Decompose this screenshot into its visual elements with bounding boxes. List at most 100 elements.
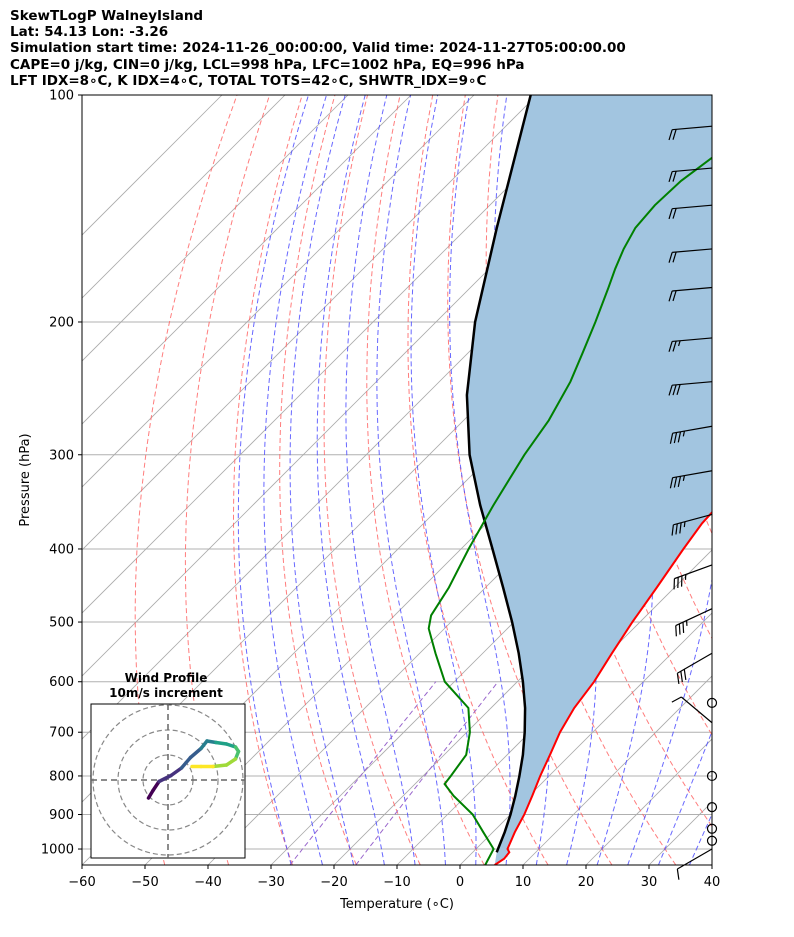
isotherm-line <box>333 486 712 865</box>
hodograph-segment <box>151 779 161 793</box>
wind-barb <box>669 425 713 444</box>
wind-barb <box>706 835 718 846</box>
x-tick-label: −30 <box>257 875 284 890</box>
mixing-ratio-line <box>355 681 499 865</box>
calm-wind-circle <box>706 770 718 782</box>
plot-area <box>82 95 794 865</box>
temperature-line <box>494 510 712 865</box>
wind-barb <box>668 125 713 141</box>
x-tick-label: 0 <box>456 875 464 890</box>
y-tick-label: 300 <box>49 448 74 463</box>
wind-barb <box>671 513 713 536</box>
calm-wind-circle <box>706 835 718 846</box>
dry-adiabat-line <box>279 95 357 865</box>
y-tick-label: 1000 <box>41 843 74 858</box>
x-tick-label: −10 <box>383 875 410 890</box>
y-axis-label: Pressure (hPa) <box>18 433 33 526</box>
hodograph-segment <box>214 740 229 746</box>
calm-wind-circle <box>706 697 718 708</box>
mixing-ratio-line <box>289 681 437 865</box>
wind-barb <box>668 286 713 302</box>
dry-adiabat-line <box>759 95 794 865</box>
hodograph-segment <box>169 766 184 778</box>
cin-cape-shading <box>466 95 712 865</box>
x-tick-label: 40 <box>704 875 721 890</box>
moist-adiabat-line <box>376 95 446 865</box>
parcel-profile-line <box>465 95 532 853</box>
isotherm-line <box>459 612 712 865</box>
moist-adiabat-line <box>237 95 309 865</box>
y-tick-label: 900 <box>49 808 74 823</box>
isotherm-line <box>82 95 223 236</box>
wind-barb <box>668 204 713 220</box>
wind-barb <box>706 823 718 834</box>
moist-adiabat-line <box>658 730 712 865</box>
wind-barb <box>668 167 713 183</box>
isotherm-line <box>522 675 712 865</box>
moist-adiabat-line <box>345 95 416 865</box>
wind-barb <box>668 381 713 396</box>
calm-wind-circle <box>706 823 718 834</box>
isotherm-line <box>82 95 349 362</box>
dry-adiabat-line <box>447 95 613 865</box>
wind-barb <box>671 696 713 724</box>
dry-adiabat-line <box>184 95 271 865</box>
isotherm-line <box>82 95 412 425</box>
moist-adiabat-line <box>316 95 385 865</box>
dry-adiabat-line <box>323 95 421 865</box>
y-tick-label: 100 <box>49 89 74 104</box>
hodograph-subtitle: 10m/s increment <box>109 686 223 700</box>
wind-barb <box>668 337 713 352</box>
wind-barb <box>706 770 718 782</box>
x-tick-label: 20 <box>578 875 595 890</box>
isotherm-line <box>82 95 286 299</box>
cape-label: CAPE=0 j/kg, CIN=0 j/kg, LCL=998 hPa, LF… <box>10 56 525 73</box>
hodograph-segment <box>179 755 193 770</box>
y-tick-label: 200 <box>49 315 74 330</box>
hodograph-segment <box>211 763 229 769</box>
wind-barb <box>676 652 713 684</box>
chart-title: SkewTLogP WalneyIsland <box>10 8 204 24</box>
x-tick-label: 10 <box>515 875 532 890</box>
hodograph-segment <box>157 773 173 784</box>
hodograph-title: Wind Profile <box>125 671 208 685</box>
moist-adiabat-line <box>627 95 712 865</box>
wind-barb <box>673 564 713 590</box>
y-tick-label: 500 <box>49 616 74 631</box>
x-tick-label: −60 <box>68 875 95 890</box>
index-label: LFT IDX=8∘C, K IDX=4∘C, TOTAL TOTS=42∘C,… <box>10 72 487 89</box>
calm-wind-circle <box>706 802 718 813</box>
location-label: Lat: 54.13 Lon: -3.26 <box>10 24 169 41</box>
hodograph-inset <box>90 703 246 859</box>
moist-adiabat-line <box>449 95 511 865</box>
dry-adiabat-line <box>233 95 303 865</box>
moist-adiabat-line <box>410 95 477 865</box>
wind-barb <box>668 248 713 263</box>
y-tick-label: 600 <box>49 675 74 690</box>
wind-barb <box>675 608 713 637</box>
wind-barb <box>706 802 718 813</box>
isotherm-line <box>82 95 538 551</box>
x-tick-label: −40 <box>194 875 221 890</box>
wind-barb <box>706 697 718 708</box>
wind-barb <box>669 470 713 489</box>
moist-adiabat-line <box>263 95 327 865</box>
dewpoint-line <box>427 156 712 865</box>
isotherm-line <box>711 864 712 865</box>
hodograph-segment <box>224 757 238 767</box>
isotherm-line <box>82 95 475 488</box>
x-tick-label: −50 <box>131 875 158 890</box>
moist-adiabat-line <box>720 95 794 865</box>
y-tick-label: 800 <box>49 769 74 784</box>
dry-adiabat-line <box>726 95 794 865</box>
x-tick-label: 30 <box>641 875 658 890</box>
time-label: Simulation start time: 2024-11-26_00:00:… <box>10 40 626 57</box>
moist-adiabat-line <box>289 95 355 865</box>
wind-barb <box>676 848 713 880</box>
hodograph-segment <box>188 746 203 760</box>
x-tick-label: −20 <box>320 875 347 890</box>
isotherm-line <box>82 95 601 614</box>
isotherm-line <box>775 95 794 865</box>
x-axis-label: Temperature (∘C) <box>339 897 454 912</box>
